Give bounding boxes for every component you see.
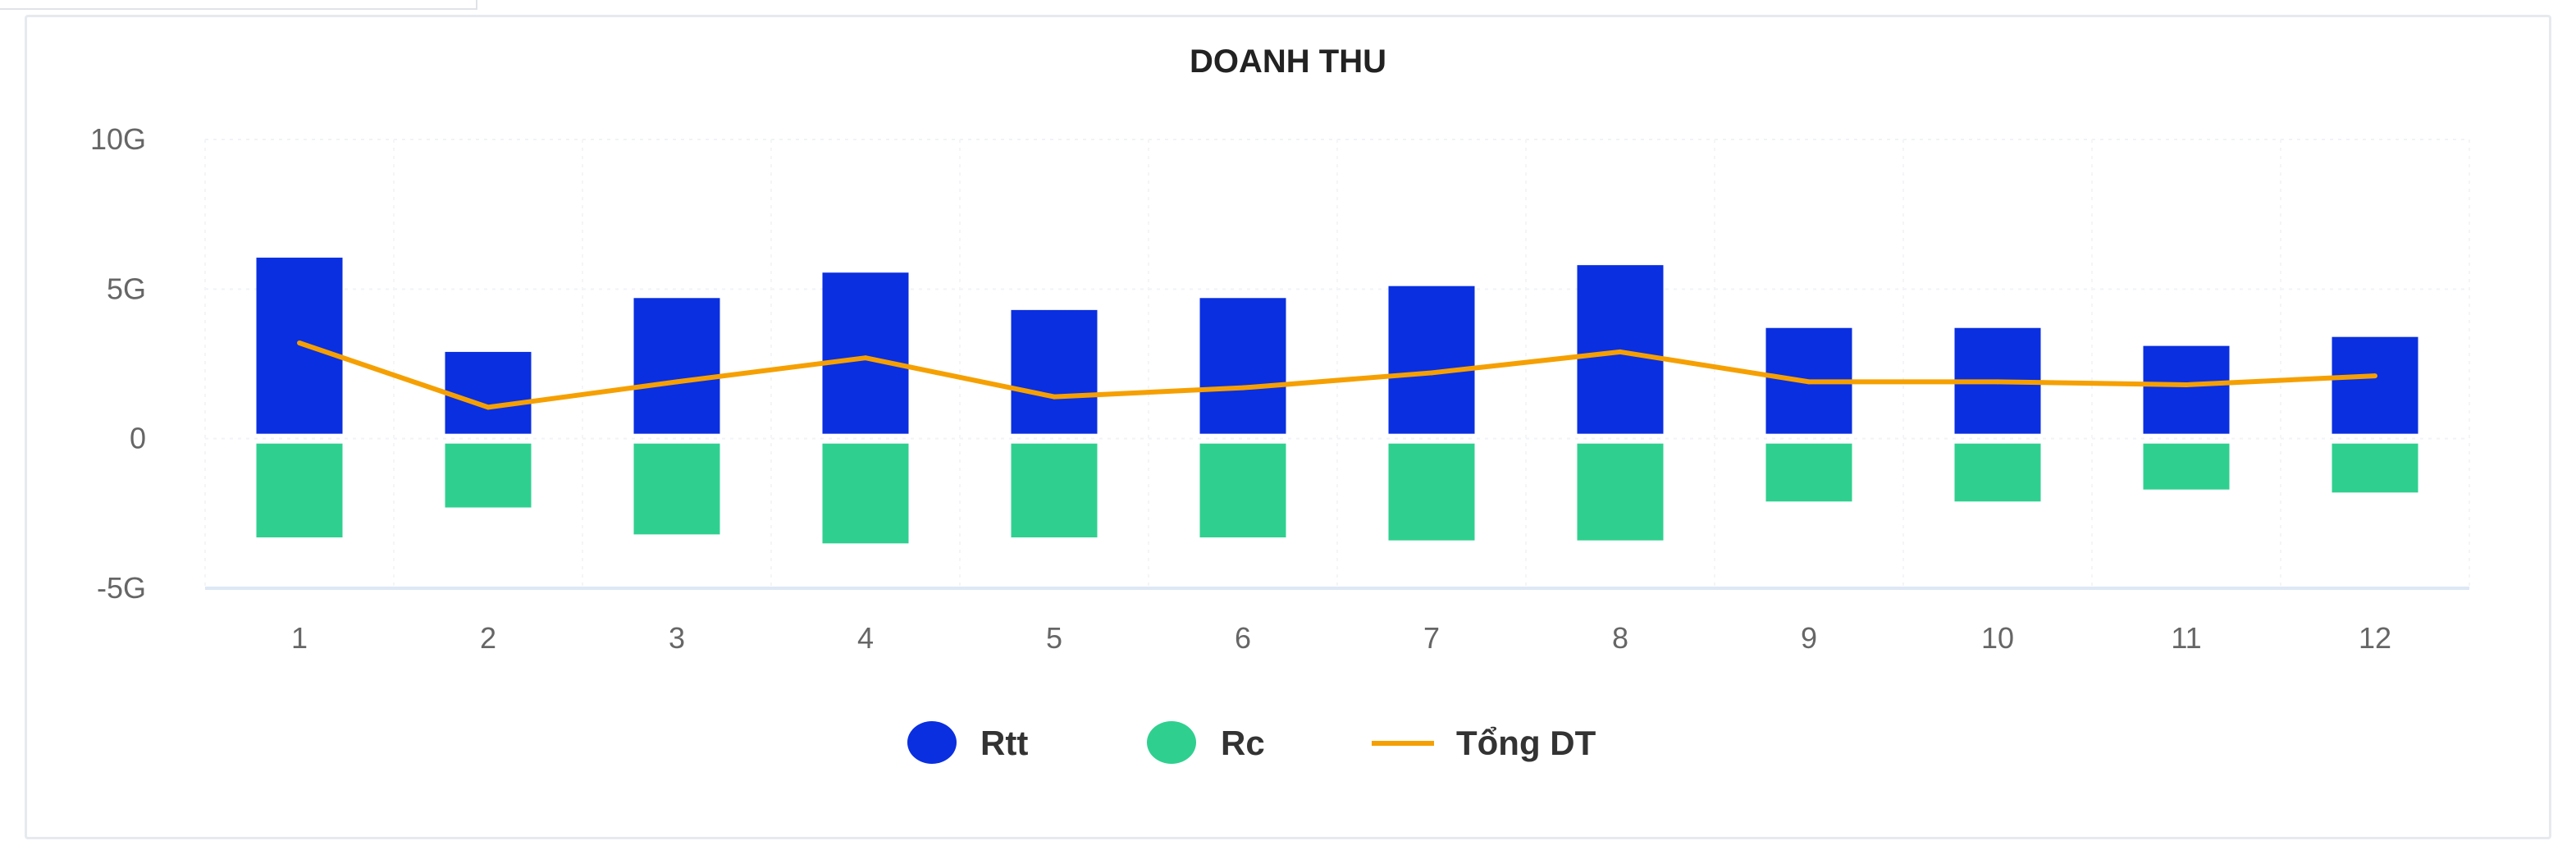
x-axis: 1 2 3 4 5 6 7 8 9 10 11 12 — [291, 621, 2391, 655]
bar-rc-11 — [2143, 443, 2230, 490]
bar-rtt-11 — [2143, 345, 2230, 434]
y-axis: 10G 5G 0 -5G — [90, 122, 146, 605]
bar-rc-2 — [445, 443, 532, 508]
y-tick-label: 10G — [90, 122, 146, 156]
chart-card — [25, 15, 2551, 839]
legend-label-rtt[interactable]: Rtt — [980, 724, 1028, 762]
x-tick-label: 7 — [1423, 621, 1440, 655]
point-total-dt-3 — [674, 379, 679, 385]
point-total-dt-8 — [1618, 349, 1623, 354]
x-tick-label: 4 — [857, 621, 874, 655]
x-tick-label: 1 — [291, 621, 308, 655]
bar-rc-3 — [633, 443, 720, 535]
point-total-dt-5 — [1052, 394, 1057, 400]
line-total-dt — [299, 340, 2376, 410]
point-total-dt-1 — [297, 340, 302, 345]
point-total-dt-6 — [1240, 385, 1245, 391]
point-total-dt-7 — [1429, 370, 1434, 376]
bar-rtt-12 — [2332, 336, 2418, 434]
bar-rtt-4 — [822, 272, 909, 434]
x-tick-label: 6 — [1235, 621, 1251, 655]
x-tick-label: 10 — [1981, 621, 2014, 655]
bar-rtt-7 — [1388, 286, 1475, 434]
grid — [204, 139, 2470, 590]
bar-rc-1 — [256, 443, 343, 538]
bar-rtt-5 — [1011, 309, 1098, 434]
bar-rtt-6 — [1199, 298, 1286, 434]
bar-rc-7 — [1388, 443, 1475, 541]
bar-rc-4 — [822, 443, 909, 544]
legend-marker-rc — [1147, 721, 1196, 764]
bar-rc-5 — [1011, 443, 1098, 538]
bars — [256, 258, 2418, 544]
bar-rc-6 — [1199, 443, 1286, 538]
total-line — [297, 340, 2377, 410]
bar-rtt-1 — [256, 258, 343, 434]
point-total-dt-2 — [486, 404, 491, 410]
legend: Rtt Rc Tổng DT — [907, 721, 1596, 764]
point-total-dt-9 — [1806, 379, 1811, 385]
x-tick-label: 8 — [1612, 621, 1628, 655]
tab-edge — [0, 0, 477, 10]
bar-rc-8 — [1577, 443, 1664, 541]
point-total-dt-12 — [2373, 373, 2377, 379]
bar-rc-12 — [2332, 443, 2418, 493]
bar-rc-10 — [1954, 443, 2041, 502]
x-tick-label: 11 — [2171, 621, 2201, 655]
chart-title: DOANH THU — [1190, 43, 1386, 80]
legend-label-total[interactable]: Tổng DT — [1456, 724, 1596, 762]
bar-rc-9 — [1765, 443, 1852, 502]
y-tick-label: -5G — [97, 571, 146, 605]
x-tick-label: 9 — [1801, 621, 1817, 655]
y-tick-label: 0 — [130, 422, 146, 455]
bar-rtt-3 — [633, 298, 720, 434]
y-tick-label: 5G — [107, 272, 146, 305]
point-total-dt-11 — [2184, 382, 2189, 388]
legend-marker-rtt — [907, 721, 957, 764]
x-tick-label: 3 — [669, 621, 685, 655]
x-tick-label: 5 — [1046, 621, 1062, 655]
x-tick-label: 12 — [2359, 621, 2391, 655]
point-total-dt-10 — [1995, 379, 2000, 385]
legend-label-rc[interactable]: Rc — [1221, 724, 1265, 762]
bar-rtt-2 — [445, 351, 532, 434]
point-total-dt-4 — [863, 355, 868, 361]
x-tick-label: 2 — [480, 621, 496, 655]
